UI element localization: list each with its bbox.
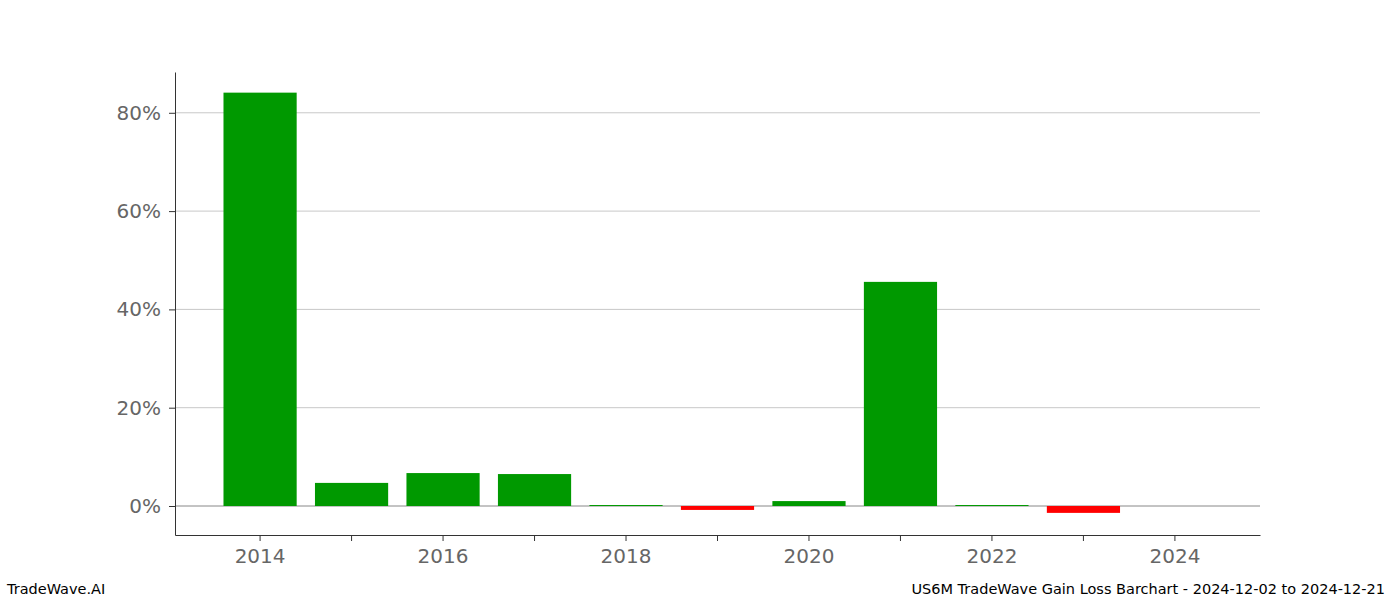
source-label: TradeWave.AI	[6, 581, 105, 597]
x-tick-label: 2022	[966, 544, 1017, 568]
x-tick-label: 2020	[784, 544, 835, 568]
x-tick	[900, 535, 901, 541]
y-axis: 0% 20% 40% 60% 80%	[117, 73, 176, 536]
grid-line	[175, 112, 1260, 113]
y-tick: 80%	[117, 101, 175, 125]
bar	[406, 473, 479, 506]
x-tick-mark	[443, 535, 444, 541]
x-tick-mark	[900, 535, 901, 541]
y-tick-mark	[169, 211, 175, 212]
x-tick-mark	[991, 535, 992, 541]
x-tick	[717, 535, 718, 541]
grid	[175, 113, 1260, 506]
grid-line	[175, 211, 1260, 212]
x-axis: 2014 2016 2018 2020 2022 2024	[176, 535, 1261, 568]
y-tick-label: 80%	[117, 101, 161, 125]
bar	[589, 505, 662, 507]
y-axis-line	[175, 73, 176, 536]
x-tick	[1083, 535, 1084, 541]
bar	[315, 483, 388, 506]
bar	[223, 93, 296, 506]
bar	[1047, 506, 1120, 513]
x-tick-mark	[1174, 535, 1175, 541]
x-tick	[534, 535, 535, 541]
x-tick-mark	[626, 535, 627, 541]
bar	[498, 474, 571, 506]
x-tick-label: 2016	[418, 544, 469, 568]
grid-line	[175, 407, 1260, 408]
y-tick-mark	[169, 309, 175, 310]
x-tick: 2014	[235, 535, 286, 568]
y-tick-label: 0%	[129, 494, 161, 518]
x-tick-label: 2024	[1149, 544, 1200, 568]
y-tick: 20%	[117, 396, 175, 420]
y-tick-label: 20%	[117, 396, 161, 420]
y-tick-mark	[169, 113, 175, 114]
x-tick: 2024	[1149, 535, 1200, 568]
x-tick-mark	[1083, 535, 1084, 541]
x-tick-mark	[808, 535, 809, 541]
x-tick-mark	[260, 535, 261, 541]
bar	[1138, 506, 1211, 507]
x-tick-label: 2018	[601, 544, 652, 568]
x-tick-mark	[534, 535, 535, 541]
bars	[223, 93, 1120, 513]
y-tick-label: 60%	[117, 199, 161, 223]
x-tick: 2018	[601, 535, 652, 568]
chart-title: US6M TradeWave Gain Loss Barchart - 2024…	[911, 581, 1385, 597]
y-tick: 40%	[117, 297, 175, 321]
grid-line	[175, 309, 1260, 310]
x-tick: 2020	[784, 535, 835, 568]
bar	[772, 501, 845, 506]
x-tick-label: 2014	[235, 544, 286, 568]
bar	[864, 282, 937, 506]
x-tick-mark	[717, 535, 718, 541]
bar	[955, 505, 1028, 507]
x-tick: 2016	[418, 535, 469, 568]
y-tick-mark	[169, 506, 175, 507]
y-tick-mark	[169, 408, 175, 409]
bar	[681, 506, 754, 510]
x-tick-mark	[351, 535, 352, 541]
x-tick	[351, 535, 352, 541]
y-tick-label: 40%	[117, 297, 161, 321]
x-tick: 2022	[966, 535, 1017, 568]
y-tick: 0%	[129, 494, 175, 518]
y-tick: 60%	[117, 199, 175, 223]
